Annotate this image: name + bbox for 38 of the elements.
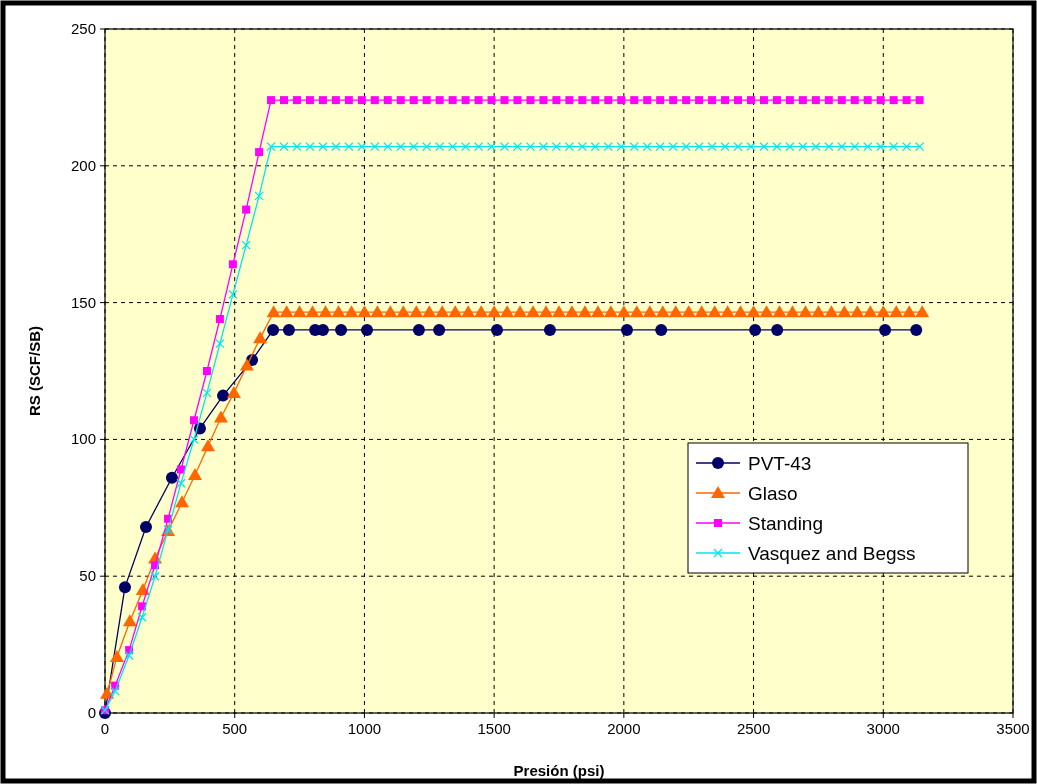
point [267, 323, 280, 336]
x-tick-label: 2000 [607, 720, 641, 737]
x-tick-label: 1500 [477, 720, 511, 737]
x-tick-label: 3000 [866, 720, 900, 737]
point [655, 323, 668, 336]
x-tick-label: 3500 [996, 720, 1030, 737]
legend-label: Standing [748, 513, 824, 534]
point [771, 323, 784, 336]
x-axis-title: Presión (psi) [513, 762, 605, 779]
legend-label: Vasquez and Begss [748, 543, 916, 564]
y-tick-label: 0 [87, 704, 96, 721]
point [165, 471, 178, 484]
point [433, 323, 446, 336]
legend-label: Glaso [748, 483, 798, 504]
y-axis-title: RS (SCF/SB) [26, 326, 43, 416]
point [361, 323, 374, 336]
y-tick-label: 100 [70, 430, 96, 448]
point [879, 323, 892, 336]
x-tick-label: 500 [222, 720, 248, 737]
x-tick-label: 1000 [347, 720, 382, 737]
y-tick-label: 200 [70, 156, 96, 174]
point [749, 323, 762, 336]
point [412, 323, 425, 336]
point [491, 323, 503, 336]
x-tick-label: 0 [100, 720, 110, 737]
y-tick-label: 250 [70, 20, 96, 37]
x-tick-label: 2500 [736, 720, 771, 737]
point [282, 323, 295, 336]
point [335, 323, 348, 336]
point [543, 323, 556, 336]
point [910, 323, 923, 336]
point [217, 389, 230, 402]
point [118, 581, 131, 594]
legend-label: PVT-43 [748, 453, 812, 474]
point [620, 323, 633, 336]
y-tick-label: 150 [70, 293, 96, 311]
y-tick-label: 50 [79, 567, 96, 585]
point [139, 520, 152, 533]
